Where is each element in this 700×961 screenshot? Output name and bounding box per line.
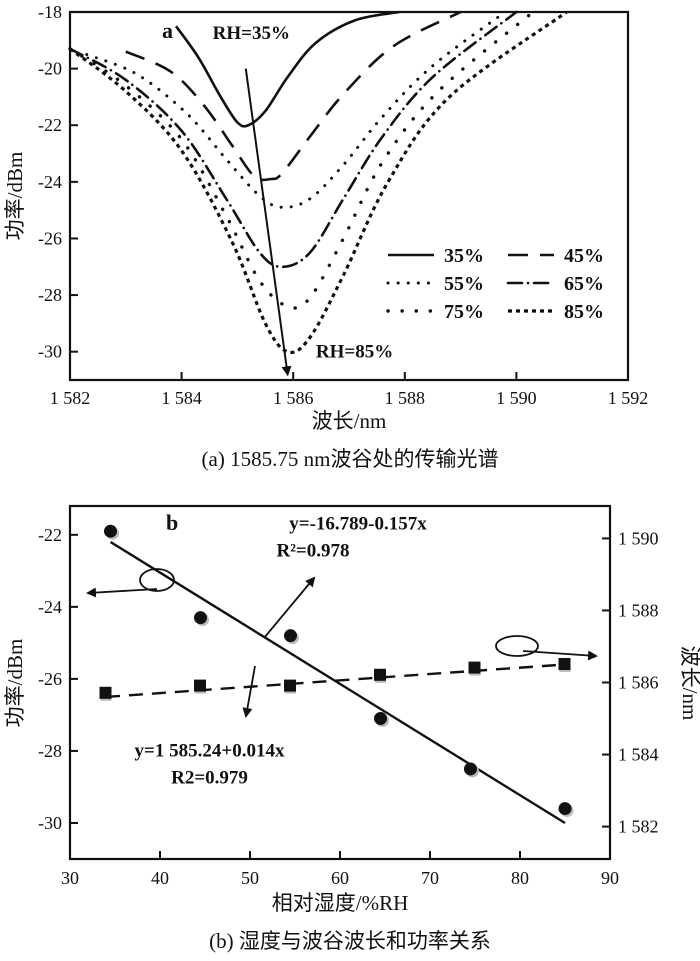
- panel-a-series-2: [85, 10, 507, 209]
- panel-b-y-left-tick-label: -28: [38, 741, 62, 761]
- panel-b-annotation-3: R2=0.979: [171, 767, 248, 788]
- panel-a-humidity-arrow: [244, 68, 292, 377]
- panel-a-series: [68, 10, 568, 354]
- panel-b-annotation-1: R²=0.978: [277, 540, 350, 561]
- panel-b-y-left-tick-label: -26: [38, 669, 62, 689]
- panel-b-wavelength-point: [468, 661, 481, 674]
- panel-b-y-right-tick-label: 1 586: [618, 673, 659, 693]
- panel-b-annotation-2: y=1 585.24+0.014x: [135, 740, 285, 761]
- panel-b-annotation-0: y=-16.789-0.157x: [289, 513, 427, 534]
- panel-b-wavelength-point: [99, 686, 112, 699]
- panel-a-x-tick-label: 1 588: [385, 388, 426, 408]
- wavelength-axis-pointer-arrow: [522, 650, 598, 661]
- panel-a-x-tick-label: 1 582: [50, 388, 91, 408]
- panel-a-y-tick-label: -28: [38, 285, 62, 305]
- panel-a-legend-label-4: 75%: [444, 301, 484, 323]
- wavelength-fit-label-pointer: [242, 665, 256, 718]
- panel-a-x-axis-title: 波长/nm: [312, 409, 387, 433]
- panel-a-x-tick-label: 1 586: [273, 388, 314, 408]
- panel-a-transmission-spectrum: 1 582 1 584 1 586 1 588 1 590 1 592 -30 -28 -26 -…: [3, 2, 648, 471]
- panel-a-annotation-0: RH=35%: [213, 23, 290, 44]
- panel-b-wavelength-point: [374, 668, 386, 681]
- panel-b-power-point: [558, 802, 572, 816]
- panel-a-series-4: [68, 10, 535, 310]
- panel-a-ticks: 1 582 1 584 1 586 1 588 1 590 1 592 -30 -28 -26 -…: [38, 2, 648, 408]
- panel-a-legend: 35% 45% 55% 65% 75% 85%: [386, 245, 604, 323]
- panel-b-fit-line-right: [105, 663, 566, 699]
- panel-b-power-point: [104, 524, 117, 538]
- panel-b-plot-frame: [68, 504, 612, 861]
- panel-b-ticks: 30 40 50 60 70 80 90 -30 -28 -26 -24 -22 1 582 1 584 1…: [38, 525, 659, 888]
- panel-b-y-left-tick-label: -22: [38, 525, 62, 545]
- panel-b-caption: (b) 湿度与波谷波长和功率关系: [209, 929, 491, 953]
- power-fit-label-pointer: [263, 576, 316, 639]
- panel-b-power-point: [464, 762, 477, 776]
- panel-b-power-point: [374, 712, 387, 726]
- panel-b-x-tick-label: 40: [151, 868, 169, 888]
- panel-a-plot-frame: [68, 10, 630, 382]
- panel-b-fit-lines: [105, 540, 566, 825]
- wavelength-axis-pointer-ellipse: [495, 635, 539, 657]
- panel-b-x-tick-label: 70: [421, 868, 439, 888]
- panel-b-wavelength-point: [284, 679, 296, 692]
- panel-a-legend-label-5: 85%: [564, 301, 604, 323]
- panel-b-power-point: [284, 629, 297, 643]
- panel-b-label: b: [166, 510, 178, 535]
- panel-a-series-5: [69, 10, 568, 354]
- panel-b-wavelength-point: [194, 679, 206, 692]
- panel-b-points: [99, 524, 574, 818]
- panel-a-y-tick-label: -18: [38, 2, 62, 22]
- panel-a-series-1: [125, 10, 462, 182]
- panel-a-legend-label-3: 65%: [564, 273, 604, 295]
- panel-a-x-tick-label: 1 592: [608, 388, 649, 408]
- panel-b-y-right-tick-label: 1 584: [618, 745, 659, 765]
- panel-a-y-tick-label: -22: [38, 115, 62, 135]
- power-axis-pointer-arrow: [86, 587, 158, 598]
- panel-a-x-tick-label: 1 584: [161, 388, 202, 408]
- panel-a-annotations: RH=35% RH=85%: [213, 23, 393, 377]
- panel-a-legend-label-0: 35%: [444, 245, 484, 267]
- panel-b-y-left-tick-label: -24: [38, 597, 62, 617]
- panel-b-x-tick-label: 60: [331, 868, 349, 888]
- panel-b-y-left-axis-title: 功率/dBm: [3, 639, 27, 728]
- panel-a-legend-label-1: 45%: [564, 245, 604, 267]
- panel-b-power-point: [194, 611, 207, 625]
- panel-a-caption: (a) 1585.75 nm波谷处的传输光谱: [202, 447, 499, 471]
- panel-b-wavelength-point: [558, 657, 571, 670]
- panel-b-y-right-axis-title: 波长/nm: [678, 646, 700, 721]
- panel-a-label: a: [162, 18, 173, 43]
- panel-b-x-axis-title: 相对湿度/%RH: [272, 891, 409, 915]
- panel-a-y-tick-label: -20: [38, 59, 62, 79]
- panel-b-x-tick-label: 90: [601, 868, 619, 888]
- panel-b-fit-line-left: [109, 540, 566, 825]
- power-axis-pointer-ellipse: [139, 568, 175, 592]
- panel-b-y-right-tick-label: 1 582: [618, 817, 659, 837]
- panel-a-annotation-1: RH=85%: [316, 341, 393, 362]
- panel-b-x-tick-label: 50: [241, 868, 259, 888]
- panel-b-x-tick-label: 80: [511, 868, 529, 888]
- panel-a-series-0: [174, 10, 400, 128]
- panel-b-x-tick-label: 30: [61, 868, 79, 888]
- panel-a-y-axis-title: 功率/dBm: [3, 152, 27, 241]
- panel-a-y-tick-label: -30: [38, 342, 62, 362]
- panel-b-humidity-relation: 30 40 50 60 70 80 90 -30 -28 -26 -24 -22 1 582 1 584 1…: [3, 504, 700, 953]
- panel-a-series-3: [68, 10, 518, 269]
- panel-a-y-tick-label: -26: [38, 228, 62, 248]
- panel-a-legend-label-2: 55%: [444, 273, 484, 295]
- panel-b-y-left-tick-label: -30: [38, 813, 62, 833]
- panel-b-axis-pointers: [86, 568, 598, 718]
- panel-a-x-tick-label: 1 590: [496, 388, 537, 408]
- panel-b-annotations: y=-16.789-0.157x R²=0.978 y=1 585.24+0.014…: [135, 513, 428, 788]
- panel-b-y-right-tick-label: 1 590: [618, 528, 659, 548]
- panel-a-y-tick-label: -24: [38, 172, 62, 192]
- panel-b-y-right-tick-label: 1 588: [618, 600, 659, 620]
